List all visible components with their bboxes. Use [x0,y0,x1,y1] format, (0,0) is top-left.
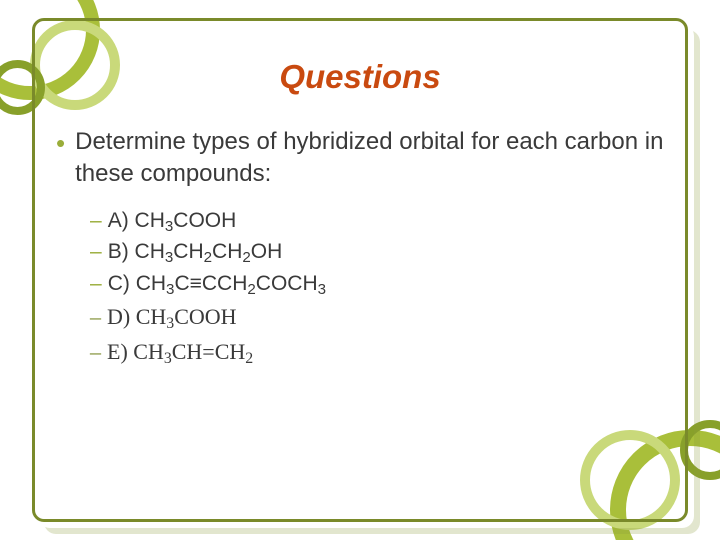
item-a-formula: CH3COOH [135,205,237,237]
bullet-dot-icon: • [56,126,65,161]
item-a-label: A) [108,205,129,237]
dash-icon: – [90,268,102,300]
dash-icon: – [90,334,101,369]
dash-icon: – [90,299,101,334]
item-c: – C) CH3C≡CCH2COCH3 [90,268,670,300]
bullet-text: Determine types of hybridized orbital fo… [75,126,670,191]
item-c-formula: CH3C≡CCH2COCH3 [136,268,326,300]
item-e-label: E) [107,334,128,369]
item-b: – B) CH3CH2CH2OH [90,236,670,268]
item-d: – D) CH3COOH [90,299,670,334]
bullet-main: • Determine types of hybridized orbital … [56,126,670,191]
item-e: – E) CH3CH=CH2 [90,334,670,369]
slide-content: Questions • Determine types of hybridize… [50,30,670,510]
item-b-formula: CH3CH2CH2OH [135,236,283,268]
slide-title: Questions [50,58,670,96]
item-c-label: C) [108,268,130,300]
dash-icon: – [90,236,102,268]
item-d-formula: CH3COOH [136,299,237,334]
sublist: – A) CH3COOH – B) CH3CH2CH2OH – C) CH3C≡… [90,205,670,370]
item-d-label: D) [107,299,130,334]
item-b-label: B) [108,236,129,268]
dash-icon: – [90,205,102,237]
item-a: – A) CH3COOH [90,205,670,237]
item-e-formula: CH3CH=CH2 [133,334,253,369]
